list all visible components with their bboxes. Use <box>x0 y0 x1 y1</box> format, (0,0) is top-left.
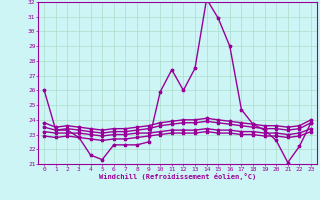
X-axis label: Windchill (Refroidissement éolien,°C): Windchill (Refroidissement éolien,°C) <box>99 173 256 180</box>
